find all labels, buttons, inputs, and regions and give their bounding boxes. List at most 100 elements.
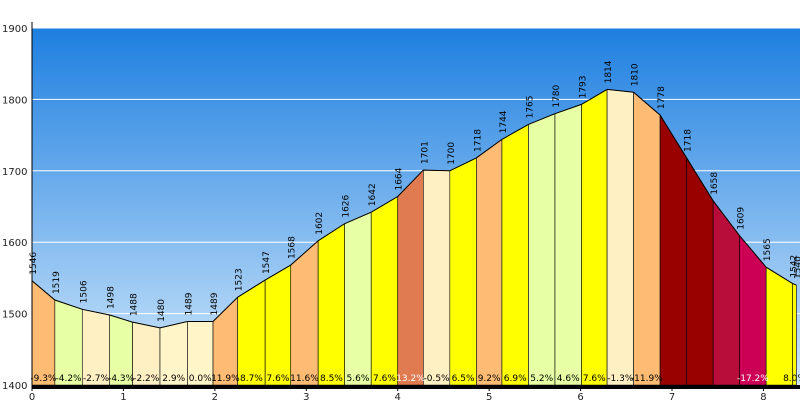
profile-segment	[554, 103, 582, 386]
profile-segment	[317, 223, 345, 386]
profile-segment	[581, 88, 608, 386]
x-tick-label: 1	[120, 392, 126, 403]
x-tick-label: 8	[760, 392, 766, 403]
segment-gradient-label: 9.2%	[478, 374, 501, 384]
elevation-point-label: 1546	[29, 252, 39, 275]
segment-gradient-label: -1.3%	[607, 374, 634, 384]
x-tick-label: 7	[669, 392, 675, 403]
x-tick-label: 5	[486, 392, 492, 403]
profile-segment	[528, 113, 556, 386]
segment-gradient-label: 6.5%	[452, 374, 475, 384]
y-tick-label: 1600	[2, 238, 27, 249]
elevation-point-label: 1658	[710, 172, 720, 195]
gradient-labels: -9.3% -4.2% -2.7% -4.3% -2.2% 2.9% 0.0% 11.9% 8.…	[30, 374, 800, 384]
x-tick-label: 6	[577, 392, 583, 403]
segment-gradient-label: -2.7%	[83, 374, 110, 384]
segment-gradient-label: -4.2%	[56, 374, 83, 384]
elevation-point-label: 1718	[684, 129, 694, 152]
profile-segment	[264, 264, 292, 386]
elevation-point-label: 1489	[184, 292, 194, 315]
elevation-point-label: 1778	[657, 86, 667, 109]
segment-gradient-label: -9.3%	[30, 374, 57, 384]
y-axis-tick-labels: 1400 1500 1600 1700 1800 1900	[2, 24, 27, 392]
y-tick-label: 1900	[2, 24, 27, 35]
segment-gradient-label: 6.9%	[504, 374, 527, 384]
profile-segment	[633, 91, 661, 386]
elevation-point-label: 1498	[107, 286, 117, 309]
profile-segment	[792, 283, 797, 386]
segment-gradient-label: 5.6%	[347, 374, 370, 384]
y-tick-label: 1700	[2, 167, 27, 178]
profile-segment	[344, 211, 372, 386]
segment-gradient-label: 13.2%	[396, 374, 425, 384]
elevation-point-label: 1701	[420, 141, 430, 164]
elevation-point-label: 1547	[262, 251, 272, 274]
segment-gradient-label: -0.5%	[424, 374, 451, 384]
elevation-point-label: 1765	[525, 95, 535, 118]
profile-segment	[237, 279, 266, 386]
profile-segment	[449, 157, 477, 386]
elevation-point-label: 1718	[473, 129, 483, 152]
x-axis-tick-labels: 0 1 2 3 4 5 6 7 8	[29, 385, 767, 403]
elevation-point-label: 1793	[578, 75, 588, 98]
segment-gradient-label: 8.0%	[783, 374, 800, 384]
elevation-point-label: 1540	[793, 256, 800, 279]
profile-segment	[659, 114, 687, 386]
elevation-point-label: 1480	[157, 299, 167, 322]
profile-segment	[290, 240, 319, 386]
elevation-point-label: 1642	[368, 183, 378, 206]
elevation-point-label: 1602	[315, 212, 325, 235]
segment-gradient-label: 7.6%	[267, 374, 290, 384]
elevation-point-label: 1542	[790, 255, 800, 278]
profile-segment	[501, 123, 529, 386]
elevation-point-label: 1506	[79, 280, 89, 303]
elevation-point-label: 1744	[499, 110, 509, 133]
segment-gradient-label: -4.3%	[108, 374, 135, 384]
profile-segment	[370, 195, 399, 386]
elevation-point-label: 1780	[552, 85, 562, 108]
x-tick-label: 2	[212, 392, 218, 403]
elevation-point-label: 1519	[52, 271, 62, 294]
profile-segment	[423, 169, 451, 386]
x-axis-bar	[32, 385, 800, 389]
segment-gradient-label: -17.2%	[737, 374, 769, 384]
elevation-point-label: 1565	[763, 238, 773, 261]
profile-outline	[31, 88, 797, 329]
y-tick-label: 1400	[2, 381, 27, 392]
segment-gradient-label: -2.2%	[133, 374, 160, 384]
segment-gradient-label: 7.6%	[373, 374, 396, 384]
elevation-labels: 1546 1519 1506 1498 1488 1480 1489 1489 1523 1547…	[29, 60, 800, 322]
segment-gradient-label: 7.6%	[583, 374, 606, 384]
segment-gradient-label: 8.5%	[320, 374, 343, 384]
elevation-point-label: 1568	[288, 236, 298, 259]
x-tick-label: 4	[395, 392, 401, 403]
gradient-segments	[31, 88, 797, 386]
segment-gradient-label: 8.7%	[240, 374, 263, 384]
profile-segment	[476, 138, 503, 386]
profile-segment	[397, 169, 424, 386]
y-tick-label: 1500	[2, 310, 27, 321]
profile-segment	[765, 266, 793, 386]
elevation-point-label: 1488	[130, 293, 140, 316]
y-tick-label: 1800	[2, 95, 27, 106]
elevation-point-label: 1609	[737, 207, 747, 230]
segment-gradient-label: 4.6%	[557, 374, 580, 384]
x-tick-label: 3	[303, 392, 309, 403]
profile-segment	[606, 89, 634, 386]
elevation-point-label: 1626	[342, 194, 352, 217]
elevation-point-label: 1523	[235, 268, 245, 291]
profile-segment	[54, 299, 83, 386]
segment-gradient-label: 11.6%	[290, 374, 319, 384]
segment-gradient-label: 0.0%	[189, 374, 212, 384]
elevation-point-label: 1489	[210, 292, 220, 315]
x-tick-label: 0	[29, 392, 35, 403]
elevation-point-label: 1814	[604, 60, 614, 83]
axes	[31, 22, 800, 389]
elevation-point-label: 1700	[447, 142, 457, 165]
segment-gradient-label: 11.9%	[211, 374, 240, 384]
segment-gradient-label: -11.9%	[631, 374, 663, 384]
segment-gradient-label: 2.9%	[162, 374, 185, 384]
elevation-point-label: 1810	[631, 63, 641, 86]
